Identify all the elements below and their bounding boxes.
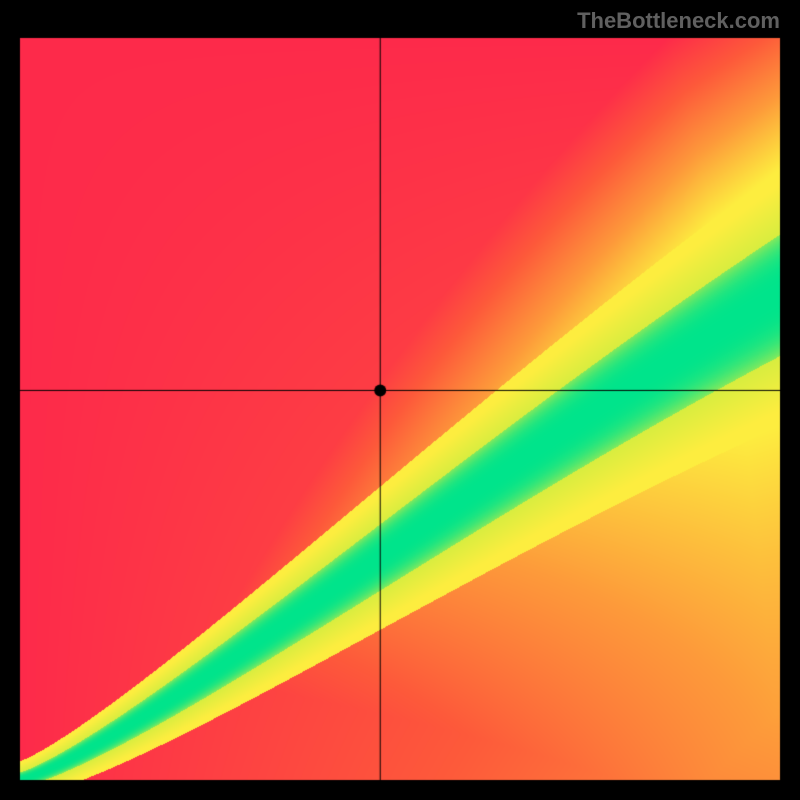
heatmap-canvas — [0, 0, 800, 800]
chart-container: TheBottleneck.com — [0, 0, 800, 800]
attribution-text: TheBottleneck.com — [577, 8, 780, 34]
